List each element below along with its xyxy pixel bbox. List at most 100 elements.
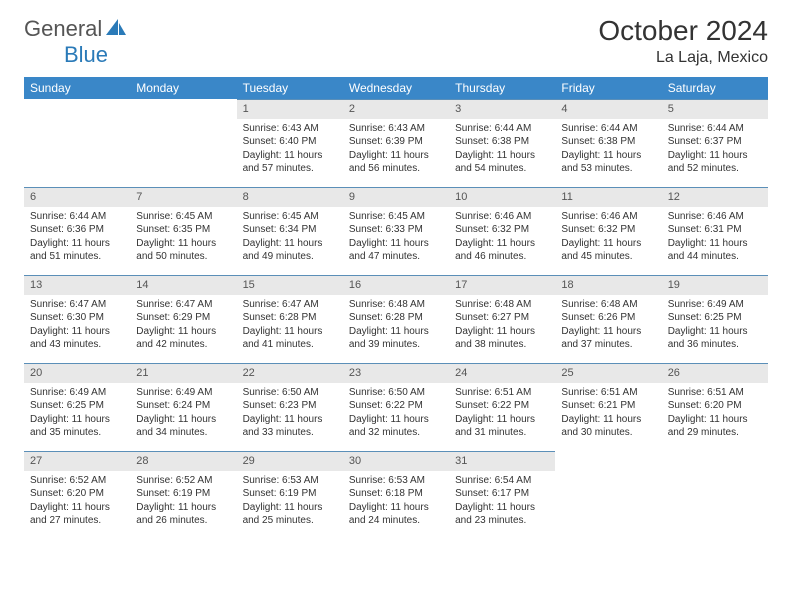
day-content: Sunrise: 6:48 AMSunset: 6:27 PMDaylight:… xyxy=(449,295,555,358)
sunset-text: Sunset: 6:21 PM xyxy=(561,399,655,413)
daylight-text: Daylight: 11 hours and 46 minutes. xyxy=(455,237,549,264)
calendar-cell: 26Sunrise: 6:51 AMSunset: 6:20 PMDayligh… xyxy=(662,363,768,451)
calendar-cell: 11Sunrise: 6:46 AMSunset: 6:32 PMDayligh… xyxy=(555,187,661,275)
calendar-table: Sunday Monday Tuesday Wednesday Thursday… xyxy=(24,77,768,539)
calendar-cell xyxy=(555,451,661,539)
day-content: Sunrise: 6:45 AMSunset: 6:35 PMDaylight:… xyxy=(130,207,236,270)
weekday-wednesday: Wednesday xyxy=(343,77,449,99)
day-content: Sunrise: 6:48 AMSunset: 6:26 PMDaylight:… xyxy=(555,295,661,358)
daylight-text: Daylight: 11 hours and 41 minutes. xyxy=(243,325,337,352)
day-number: 24 xyxy=(449,363,555,383)
calendar-row: 13Sunrise: 6:47 AMSunset: 6:30 PMDayligh… xyxy=(24,275,768,363)
logo: General xyxy=(24,16,128,42)
sunrise-text: Sunrise: 6:49 AM xyxy=(30,386,124,400)
sunrise-text: Sunrise: 6:45 AM xyxy=(243,210,337,224)
day-number: 11 xyxy=(555,187,661,207)
calendar-cell: 4Sunrise: 6:44 AMSunset: 6:38 PMDaylight… xyxy=(555,99,661,187)
day-number: 1 xyxy=(237,99,343,119)
location: La Laja, Mexico xyxy=(598,49,768,67)
calendar-row: 6Sunrise: 6:44 AMSunset: 6:36 PMDaylight… xyxy=(24,187,768,275)
day-content: Sunrise: 6:51 AMSunset: 6:22 PMDaylight:… xyxy=(449,383,555,446)
day-number: 29 xyxy=(237,451,343,471)
calendar-cell: 25Sunrise: 6:51 AMSunset: 6:21 PMDayligh… xyxy=(555,363,661,451)
sunrise-text: Sunrise: 6:51 AM xyxy=(561,386,655,400)
sunrise-text: Sunrise: 6:44 AM xyxy=(561,122,655,136)
sunset-text: Sunset: 6:19 PM xyxy=(243,487,337,501)
sunset-text: Sunset: 6:24 PM xyxy=(136,399,230,413)
daylight-text: Daylight: 11 hours and 53 minutes. xyxy=(561,149,655,176)
weekday-tuesday: Tuesday xyxy=(237,77,343,99)
weekday-sunday: Sunday xyxy=(24,77,130,99)
day-number: 5 xyxy=(662,99,768,119)
day-number: 20 xyxy=(24,363,130,383)
calendar-cell: 27Sunrise: 6:52 AMSunset: 6:20 PMDayligh… xyxy=(24,451,130,539)
calendar-cell: 7Sunrise: 6:45 AMSunset: 6:35 PMDaylight… xyxy=(130,187,236,275)
calendar-cell: 16Sunrise: 6:48 AMSunset: 6:28 PMDayligh… xyxy=(343,275,449,363)
day-content: Sunrise: 6:50 AMSunset: 6:22 PMDaylight:… xyxy=(343,383,449,446)
day-number: 17 xyxy=(449,275,555,295)
sunset-text: Sunset: 6:39 PM xyxy=(349,135,443,149)
sunset-text: Sunset: 6:29 PM xyxy=(136,311,230,325)
day-number: 9 xyxy=(343,187,449,207)
sunrise-text: Sunrise: 6:44 AM xyxy=(668,122,762,136)
daylight-text: Daylight: 11 hours and 56 minutes. xyxy=(349,149,443,176)
calendar-cell xyxy=(662,451,768,539)
sunrise-text: Sunrise: 6:49 AM xyxy=(668,298,762,312)
day-number: 8 xyxy=(237,187,343,207)
day-content: Sunrise: 6:49 AMSunset: 6:25 PMDaylight:… xyxy=(662,295,768,358)
calendar-cell: 6Sunrise: 6:44 AMSunset: 6:36 PMDaylight… xyxy=(24,187,130,275)
calendar-cell: 15Sunrise: 6:47 AMSunset: 6:28 PMDayligh… xyxy=(237,275,343,363)
title-block: October 2024 La Laja, Mexico xyxy=(598,16,768,67)
sunset-text: Sunset: 6:32 PM xyxy=(455,223,549,237)
calendar-cell: 30Sunrise: 6:53 AMSunset: 6:18 PMDayligh… xyxy=(343,451,449,539)
day-content: Sunrise: 6:47 AMSunset: 6:30 PMDaylight:… xyxy=(24,295,130,358)
day-number xyxy=(662,451,768,456)
sunrise-text: Sunrise: 6:45 AM xyxy=(136,210,230,224)
sunrise-text: Sunrise: 6:49 AM xyxy=(136,386,230,400)
calendar-cell: 10Sunrise: 6:46 AMSunset: 6:32 PMDayligh… xyxy=(449,187,555,275)
weekday-row: Sunday Monday Tuesday Wednesday Thursday… xyxy=(24,77,768,99)
day-content: Sunrise: 6:46 AMSunset: 6:32 PMDaylight:… xyxy=(555,207,661,270)
day-number: 28 xyxy=(130,451,236,471)
day-number: 15 xyxy=(237,275,343,295)
logo-sail-icon xyxy=(104,19,126,40)
day-number: 12 xyxy=(662,187,768,207)
day-number: 7 xyxy=(130,187,236,207)
daylight-text: Daylight: 11 hours and 26 minutes. xyxy=(136,501,230,528)
sunrise-text: Sunrise: 6:51 AM xyxy=(668,386,762,400)
sunrise-text: Sunrise: 6:53 AM xyxy=(349,474,443,488)
sunset-text: Sunset: 6:22 PM xyxy=(455,399,549,413)
sunset-text: Sunset: 6:30 PM xyxy=(30,311,124,325)
day-number: 26 xyxy=(662,363,768,383)
weekday-monday: Monday xyxy=(130,77,236,99)
day-content: Sunrise: 6:53 AMSunset: 6:18 PMDaylight:… xyxy=(343,471,449,534)
sunset-text: Sunset: 6:27 PM xyxy=(455,311,549,325)
calendar-row: 1Sunrise: 6:43 AMSunset: 6:40 PMDaylight… xyxy=(24,99,768,187)
logo-line2: Blue xyxy=(24,42,108,68)
sunrise-text: Sunrise: 6:47 AM xyxy=(136,298,230,312)
day-number: 4 xyxy=(555,99,661,119)
daylight-text: Daylight: 11 hours and 29 minutes. xyxy=(668,413,762,440)
sunrise-text: Sunrise: 6:45 AM xyxy=(349,210,443,224)
day-content: Sunrise: 6:46 AMSunset: 6:32 PMDaylight:… xyxy=(449,207,555,270)
sunrise-text: Sunrise: 6:46 AM xyxy=(561,210,655,224)
day-content: Sunrise: 6:45 AMSunset: 6:34 PMDaylight:… xyxy=(237,207,343,270)
day-number: 22 xyxy=(237,363,343,383)
sunrise-text: Sunrise: 6:43 AM xyxy=(243,122,337,136)
sunset-text: Sunset: 6:37 PM xyxy=(668,135,762,149)
sunset-text: Sunset: 6:18 PM xyxy=(349,487,443,501)
calendar-cell: 8Sunrise: 6:45 AMSunset: 6:34 PMDaylight… xyxy=(237,187,343,275)
day-number: 6 xyxy=(24,187,130,207)
sunrise-text: Sunrise: 6:44 AM xyxy=(30,210,124,224)
day-number: 31 xyxy=(449,451,555,471)
calendar-cell: 14Sunrise: 6:47 AMSunset: 6:29 PMDayligh… xyxy=(130,275,236,363)
header: General October 2024 La Laja, Mexico xyxy=(24,16,768,67)
calendar-cell: 23Sunrise: 6:50 AMSunset: 6:22 PMDayligh… xyxy=(343,363,449,451)
day-number: 3 xyxy=(449,99,555,119)
sunrise-text: Sunrise: 6:44 AM xyxy=(455,122,549,136)
day-content: Sunrise: 6:49 AMSunset: 6:24 PMDaylight:… xyxy=(130,383,236,446)
daylight-text: Daylight: 11 hours and 50 minutes. xyxy=(136,237,230,264)
calendar-cell: 17Sunrise: 6:48 AMSunset: 6:27 PMDayligh… xyxy=(449,275,555,363)
calendar-cell: 21Sunrise: 6:49 AMSunset: 6:24 PMDayligh… xyxy=(130,363,236,451)
calendar-body: 1Sunrise: 6:43 AMSunset: 6:40 PMDaylight… xyxy=(24,99,768,539)
